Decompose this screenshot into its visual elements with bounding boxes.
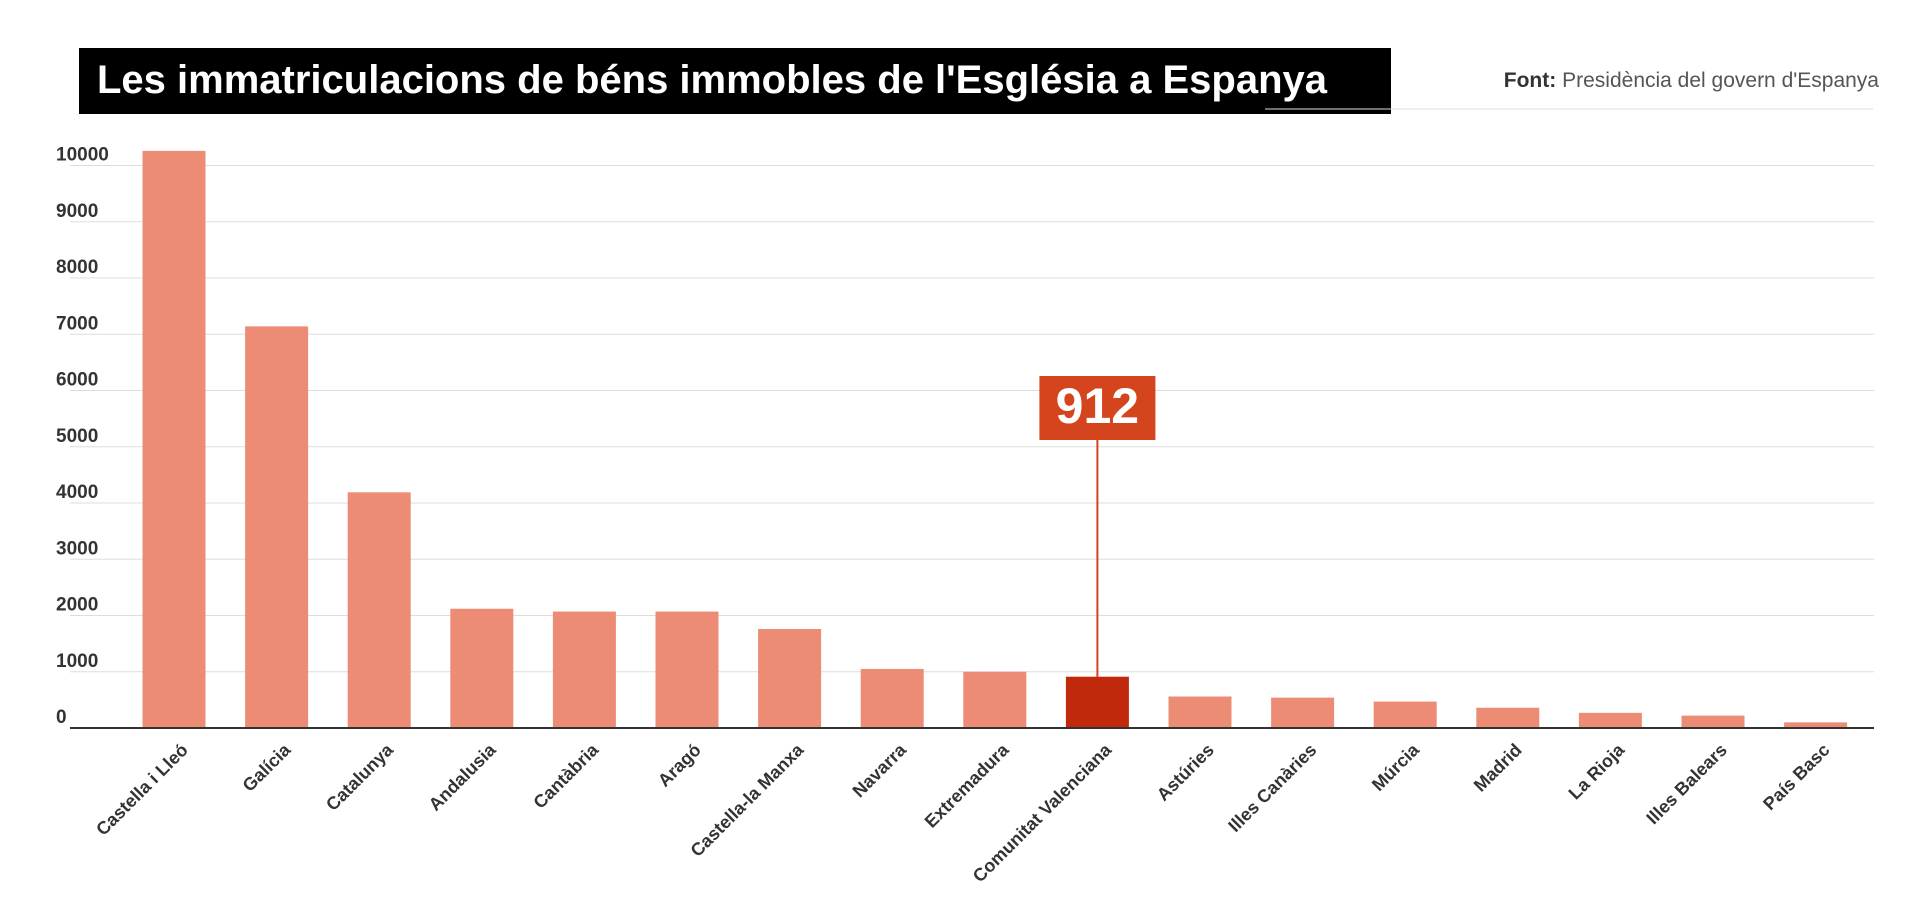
callout-box [1039,376,1156,440]
highlight-callout: 912 [1039,376,1156,677]
bar [963,671,1027,728]
chart-source: Font: Presidència del govern d'Espanya [1504,69,1879,93]
source-label: Font: [1503,69,1557,92]
x-tick-label: Navarra [849,739,911,801]
bars [142,150,1848,728]
source-text: Presidència del govern d'Espanya [1562,69,1879,92]
bar [347,492,411,728]
x-tick-label: Catalunya [322,739,398,815]
y-tick-label: 9000 [56,201,98,222]
bar [1681,715,1745,728]
bar [1476,707,1540,728]
x-tick-label: Galícia [239,739,296,796]
x-tick-label: Cantàbria [529,739,603,813]
bar [450,608,514,728]
bar [655,611,719,728]
x-tick-label: Astúries [1153,740,1218,805]
bar [142,150,206,728]
chart-title-box: Les immatriculacions de béns immobles de… [79,48,1391,114]
grid-lines [70,165,1874,673]
bar-highlight [1065,676,1129,728]
x-tick-label: Extremadura [921,739,1014,832]
y-tick-label: 7000 [56,313,98,334]
y-axis-ticks: 0 1000 2000 3000 4000 5000 6000 7000 8000 9000 100… [56,145,109,729]
bar [1373,701,1437,728]
bar [1784,722,1848,728]
x-tick-label: La Rioja [1565,739,1629,803]
x-tick-label: Madrid [1470,740,1526,796]
y-tick-label: 2000 [56,595,98,616]
x-tick-label: Andalusia [425,739,501,815]
y-tick-label: 4000 [56,482,98,503]
y-tick-label: 3000 [56,538,98,559]
x-tick-label: Múrcia [1368,739,1424,795]
chart-title: Les immatriculacions de béns immobles de… [97,58,1327,102]
x-tick-label: Castella-la Manxa [687,739,809,861]
bar [1168,696,1232,728]
bar [245,326,309,728]
y-tick-label: 0 [56,707,67,728]
y-tick-label: 1000 [56,651,98,672]
x-tick-label: Aragó [654,740,705,791]
x-axis-labels: Castella i Lleó Galícia Catalunya Andalusia… [92,739,1833,886]
y-tick-label: 5000 [56,426,98,447]
callout-value: 912 [1056,378,1139,434]
x-tick-label: Illes Canàries [1224,740,1320,836]
bar [1271,697,1335,728]
y-tick-label: 10000 [56,145,109,166]
bar [1578,712,1642,728]
y-tick-label: 8000 [56,257,98,278]
x-tick-label: Castella i Lleó [92,740,192,840]
bar [758,629,822,728]
bar [860,668,924,728]
bar [552,611,616,728]
x-tick-label: País Basc [1759,740,1833,814]
y-tick-label: 6000 [56,370,98,391]
x-tick-label: Illes Balears [1642,740,1730,828]
